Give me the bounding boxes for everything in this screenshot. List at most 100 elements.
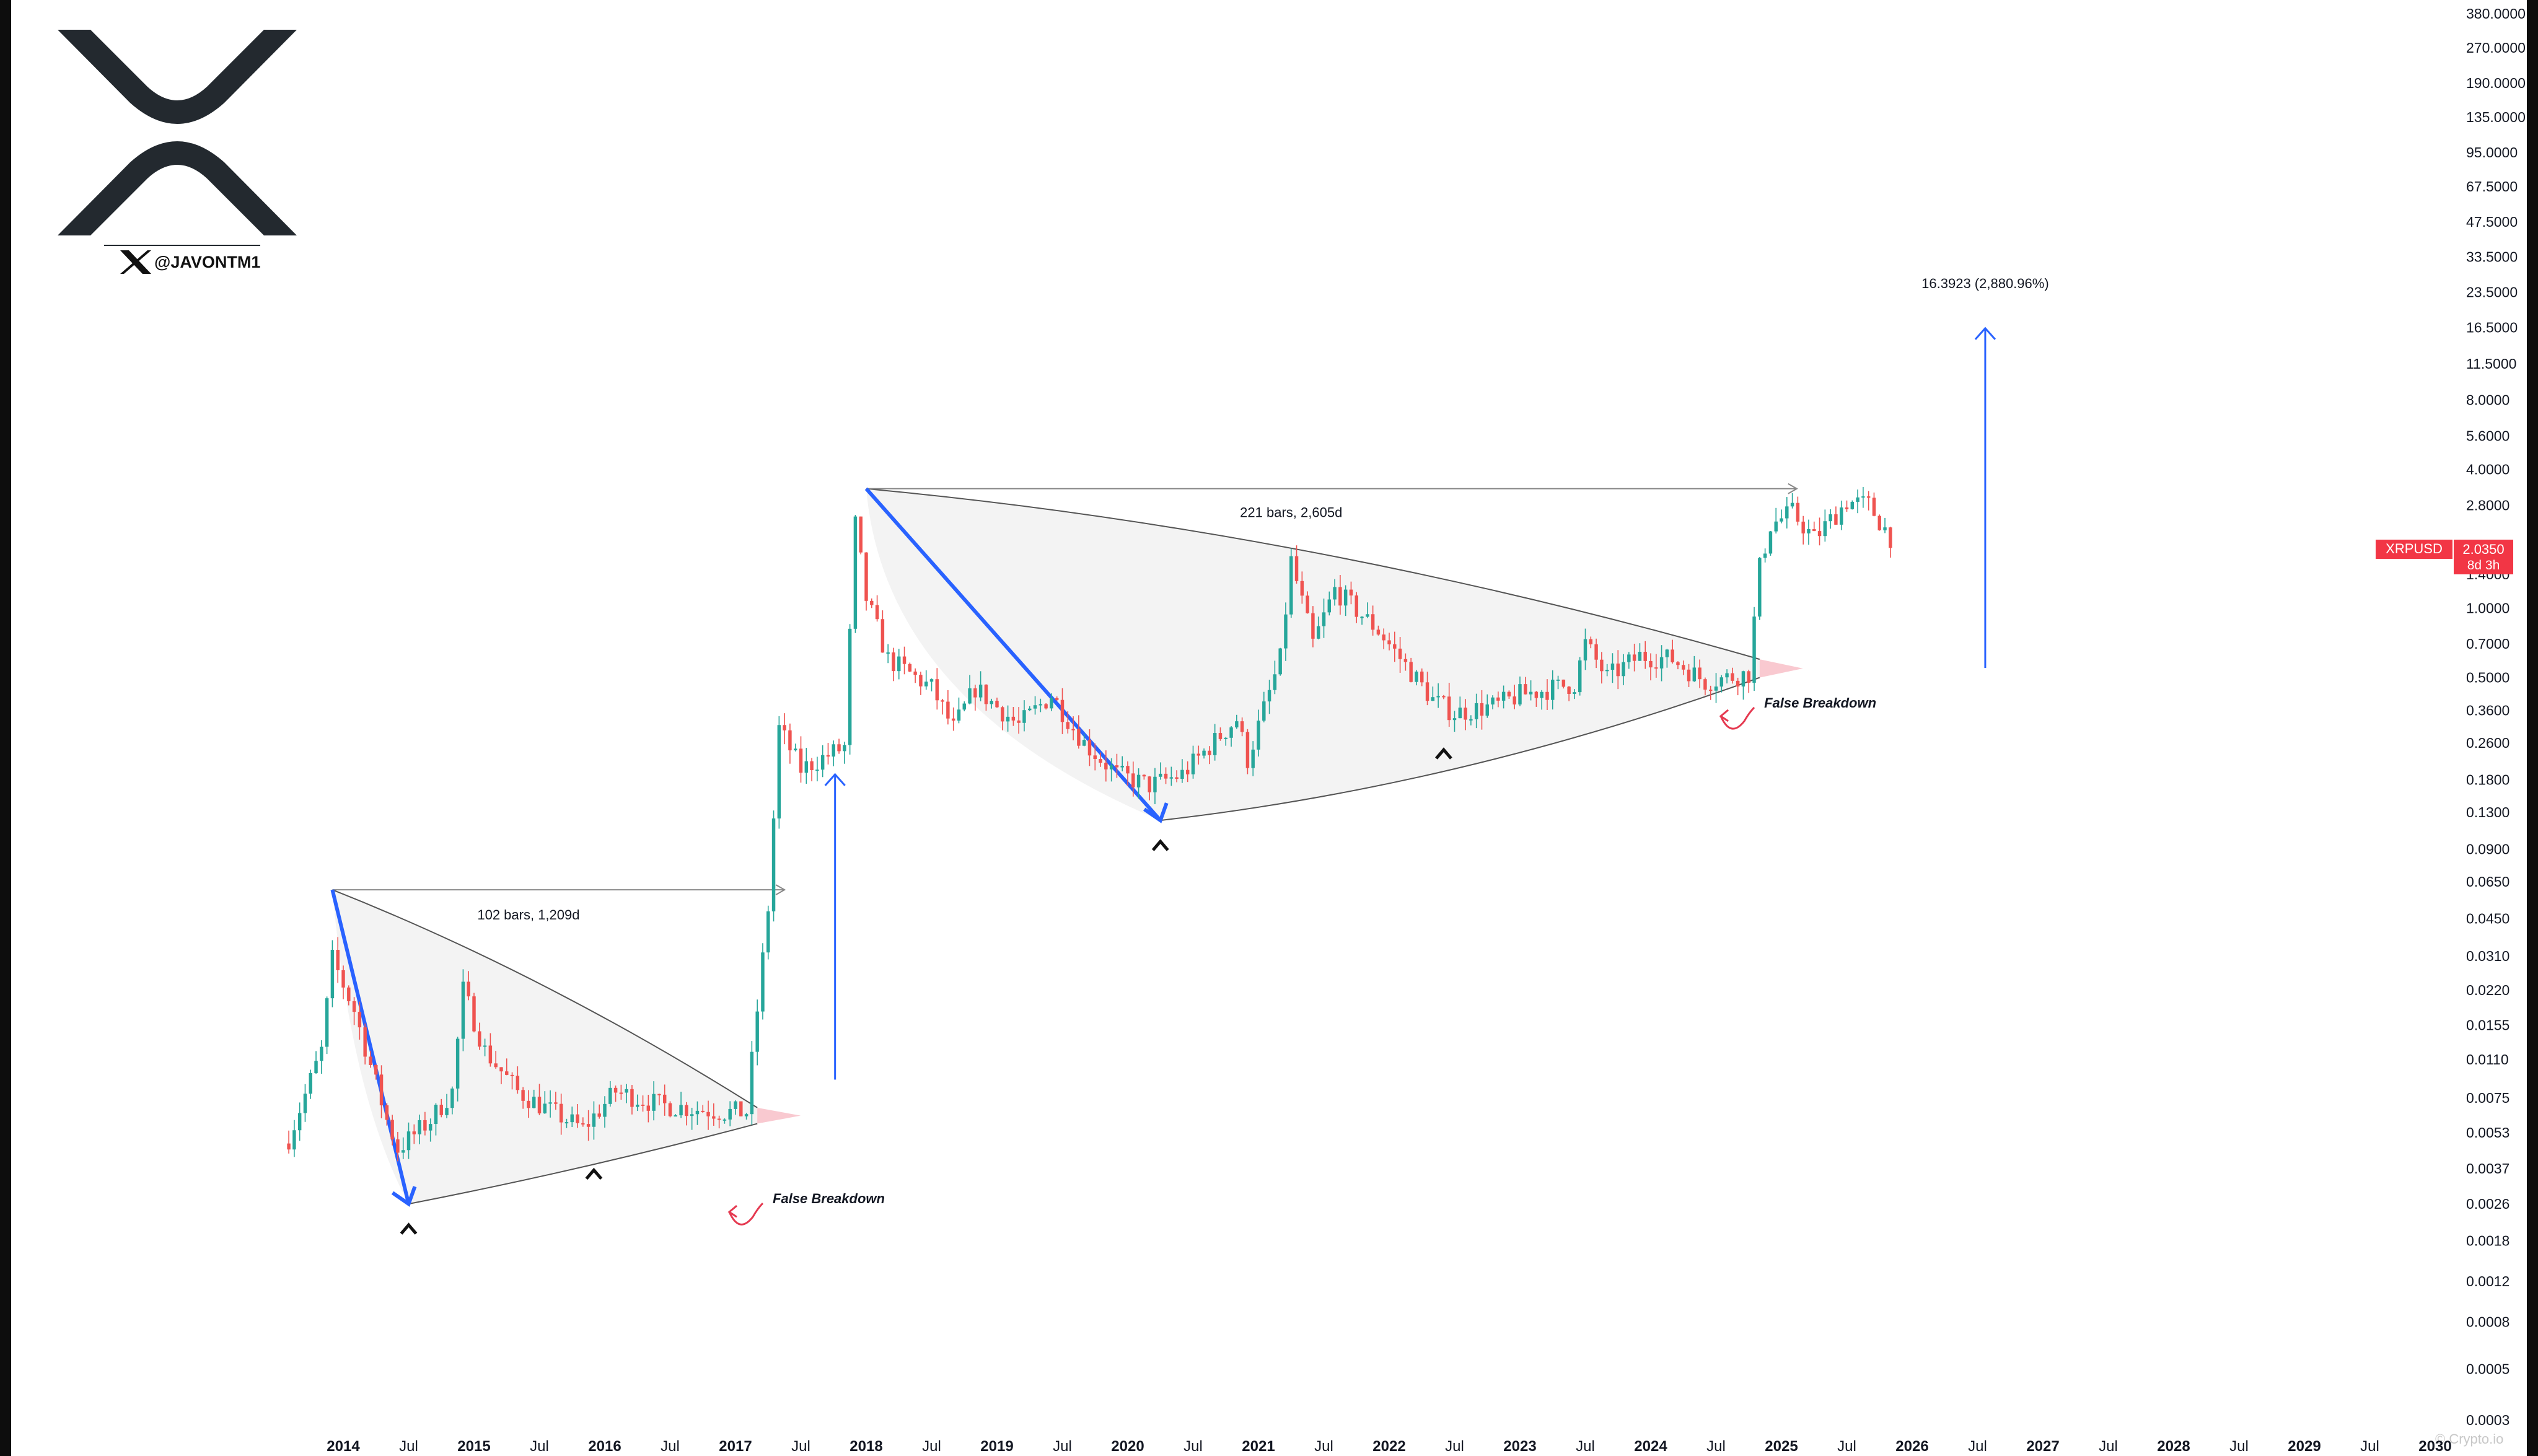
candle-body — [886, 652, 890, 654]
pivot-low-marker — [585, 1167, 603, 1180]
measured-move-arrow-head — [824, 773, 846, 786]
candle-body — [1474, 703, 1478, 719]
candle-body — [788, 730, 792, 751]
price-tick-label: 0.0110 — [2466, 1051, 2509, 1068]
candle-body — [1866, 496, 1871, 498]
candle-body — [968, 688, 972, 704]
candle-body — [1273, 674, 1277, 690]
candle-body — [880, 619, 885, 653]
candle-body — [695, 1110, 700, 1115]
candle-body — [875, 605, 879, 620]
chart-canvas[interactable]: @JAVONTM1 102 bars, 1,209d 221 bars, 2,60… — [11, 0, 2527, 1456]
candle-body — [1447, 696, 1451, 721]
candle-body — [853, 516, 858, 629]
price-tick-label: 0.5000 — [2466, 670, 2509, 686]
candle-body — [1355, 595, 1358, 617]
candle-body — [951, 718, 955, 721]
candle-body — [505, 1071, 509, 1075]
candle-body — [543, 1103, 547, 1114]
time-axis[interactable]: 2014 Jul 2015 Jul 2016 Jul 2017 Jul 2018 Jul 2019 J… — [327, 1438, 2451, 1455]
date-range-arrowhead — [1788, 483, 1798, 494]
candle-body — [1616, 663, 1620, 677]
triangle-upper-trendline[interactable] — [866, 488, 1760, 660]
triangle-lower-trendline[interactable] — [1160, 677, 1760, 822]
triangle-lower-trendline[interactable] — [408, 1123, 758, 1205]
candle-body — [287, 1143, 291, 1150]
descent-arrow[interactable] — [330, 889, 411, 1204]
candle-body — [309, 1072, 312, 1094]
candle-body — [1153, 776, 1157, 792]
candle-body — [1719, 677, 1724, 687]
candle-body — [941, 700, 944, 702]
time-tick-label: Jul — [530, 1438, 549, 1455]
candle-body — [837, 744, 841, 752]
price-axis[interactable]: 380.0000 270.0000 190.0000 135.0000 95.0000 6… — [2466, 6, 2526, 1428]
false-breakdown-arrowhead — [727, 1204, 737, 1218]
candle-body — [570, 1114, 574, 1123]
candle-body — [1501, 691, 1506, 701]
price-tick-label: 16.5000 — [2466, 320, 2518, 336]
price-tick-label: 0.3600 — [2466, 703, 2509, 719]
candle-body — [1845, 507, 1849, 509]
symbol-label: XRPUSD — [2386, 541, 2443, 556]
candle-body — [946, 701, 950, 719]
candle-body — [597, 1113, 601, 1117]
price-tick-label: 0.0012 — [2466, 1273, 2509, 1289]
candle-body — [646, 1105, 651, 1111]
time-tick-label: 2018 — [850, 1438, 882, 1455]
candle-body — [1741, 671, 1745, 686]
candle-body — [1218, 733, 1223, 739]
triangle-upper-trendline[interactable] — [332, 889, 758, 1108]
candle-body — [434, 1105, 438, 1125]
candle-body — [636, 1104, 639, 1107]
price-tick-label: 95.0000 — [2466, 144, 2518, 160]
candle-body — [1714, 686, 1718, 691]
candle-body — [1600, 659, 1604, 672]
price-tick-label: 190.0000 — [2466, 75, 2526, 91]
price-tick-label: 4.0000 — [2466, 462, 2509, 478]
price-tick-label: 47.5000 — [2466, 214, 2518, 230]
descent-arrowhead — [1143, 802, 1169, 823]
candle-body — [581, 1123, 585, 1125]
candle-body — [679, 1105, 683, 1116]
time-tick-label: Jul — [661, 1438, 680, 1455]
time-tick-label: Jul — [1445, 1438, 1464, 1455]
candle-body — [1861, 496, 1865, 498]
price-tick-label: 0.0008 — [2466, 1314, 2509, 1330]
range-label: 102 bars, 1,209d — [477, 907, 579, 923]
candle-body — [1322, 612, 1326, 626]
candle-body — [674, 1115, 678, 1117]
candle-body — [1469, 719, 1473, 721]
candle-body — [1197, 753, 1201, 756]
candle-body — [717, 1118, 721, 1120]
candle-body — [1485, 704, 1489, 716]
candle-body — [325, 998, 329, 1047]
candle-body — [1774, 521, 1778, 532]
candle-body — [1142, 774, 1146, 777]
time-tick-label: 2029 — [2288, 1438, 2321, 1455]
candle-body — [1682, 665, 1685, 670]
candle-body — [652, 1094, 656, 1111]
candle-body — [428, 1124, 433, 1131]
candle-body — [641, 1104, 645, 1106]
candle-body — [734, 1101, 737, 1109]
candle-body — [406, 1131, 411, 1151]
candle-body — [1191, 753, 1195, 774]
time-tick-label: 2024 — [1634, 1438, 1667, 1455]
candle-body — [613, 1087, 618, 1093]
candle-body — [586, 1124, 591, 1127]
candle-body — [1306, 595, 1309, 613]
candle-body — [804, 761, 809, 773]
candle-body — [1393, 644, 1397, 649]
projection-label: 16.3923 (2,880.96%) — [1921, 276, 2049, 291]
false-breakdown-label: False Breakdown — [773, 1191, 885, 1206]
candle-body — [297, 1113, 302, 1131]
time-tick-label: 2015 — [457, 1438, 490, 1455]
candle-body — [1768, 531, 1773, 554]
price-chart-svg[interactable]: @JAVONTM1 102 bars, 1,209d 221 bars, 2,60… — [11, 0, 2527, 1456]
candle-body — [1038, 704, 1043, 706]
time-tick-label: Jul — [1183, 1438, 1203, 1455]
triangle-fill — [866, 488, 1760, 821]
candle-body — [1006, 716, 1010, 722]
candle-body — [1240, 721, 1244, 732]
